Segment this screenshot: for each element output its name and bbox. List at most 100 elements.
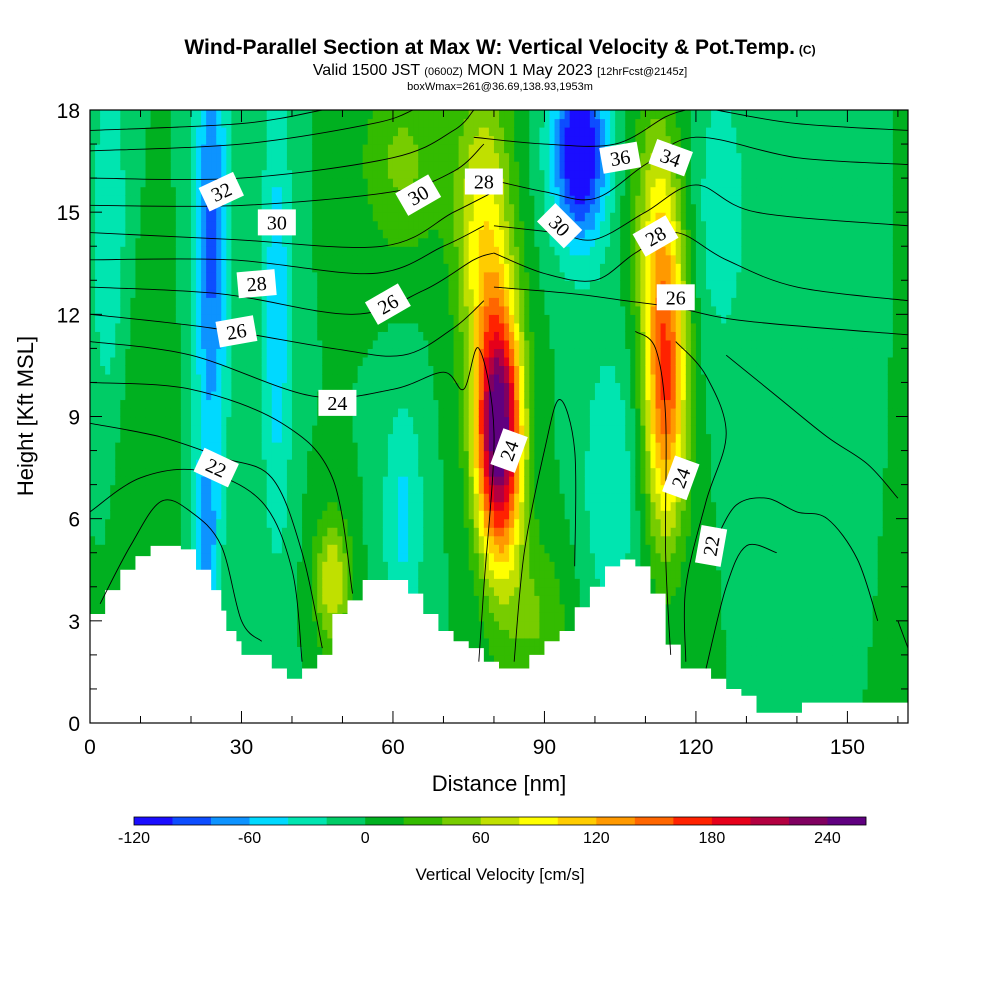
- w-cell: [130, 459, 137, 469]
- w-cell: [170, 152, 177, 162]
- w-cell: [150, 416, 157, 426]
- w-cell: [281, 118, 288, 128]
- w-cell: [281, 195, 288, 205]
- w-cell: [175, 118, 182, 128]
- w-cell: [150, 288, 157, 298]
- w-cell: [438, 552, 445, 562]
- w-cell: [347, 254, 354, 264]
- w-cell: [160, 152, 167, 162]
- w-cell: [211, 169, 217, 179]
- w-cell: [95, 144, 101, 154]
- w-cell: [387, 339, 394, 349]
- w-cell: [130, 118, 137, 128]
- w-cell: [175, 297, 182, 307]
- w-cell: [337, 535, 344, 545]
- w-cell: [236, 578, 243, 588]
- w-cell: [438, 561, 445, 571]
- w-cell: [135, 305, 142, 315]
- w-cell: [251, 356, 258, 367]
- w-cell: [337, 331, 344, 341]
- w-cell: [392, 476, 399, 486]
- w-cell: [302, 561, 308, 571]
- w-cell: [367, 518, 374, 528]
- w-cell: [231, 450, 238, 460]
- w-cell: [226, 510, 232, 520]
- w-cell: [196, 535, 202, 545]
- w-cell: [276, 578, 283, 588]
- w-cell: [125, 339, 131, 349]
- w-cell: [180, 186, 187, 196]
- w-cell: [387, 484, 394, 494]
- w-cell: [367, 399, 374, 409]
- w-cell: [236, 459, 243, 469]
- w-cell: [145, 484, 152, 494]
- w-cell: [251, 390, 258, 401]
- w-cell: [281, 569, 288, 579]
- w-cell: [297, 450, 303, 460]
- w-cell: [211, 212, 217, 222]
- w-cell: [271, 510, 278, 520]
- w-cell: [256, 297, 263, 307]
- w-cell: [201, 220, 207, 230]
- w-cell: [342, 305, 349, 315]
- w-cell: [145, 407, 152, 418]
- w-cell: [276, 195, 283, 205]
- w-cell: [327, 220, 333, 230]
- w-cell: [433, 450, 440, 460]
- w-cell: [332, 501, 339, 511]
- w-cell: [100, 433, 106, 443]
- w-cell: [337, 518, 344, 528]
- w-cell: [100, 365, 106, 375]
- w-cell: [246, 356, 253, 367]
- w-cell: [322, 220, 328, 230]
- w-cell: [317, 212, 323, 222]
- w-cell: [125, 510, 131, 520]
- w-cell: [125, 186, 131, 196]
- w-cell: [125, 425, 131, 435]
- w-cell: [201, 212, 207, 222]
- w-cell: [135, 331, 142, 341]
- w-cell: [377, 118, 384, 128]
- w-cell: [286, 195, 293, 205]
- w-cell: [382, 118, 389, 128]
- w-cell: [90, 135, 96, 145]
- w-cell: [190, 390, 197, 401]
- w-cell: [307, 152, 313, 162]
- w-cell: [281, 305, 288, 315]
- w-cell: [190, 237, 197, 247]
- w-cell: [297, 152, 303, 162]
- w-cell: [170, 459, 177, 469]
- w-cell: [241, 484, 248, 494]
- w-cell: [180, 390, 187, 401]
- w-cell: [377, 348, 384, 358]
- w-cell: [180, 433, 187, 443]
- w-cell: [135, 510, 142, 520]
- w-cell: [251, 246, 258, 256]
- w-cell: [236, 450, 243, 460]
- w-cell: [100, 467, 106, 477]
- w-cell: [377, 220, 384, 230]
- w-cell: [312, 637, 318, 647]
- w-cell: [105, 407, 111, 418]
- w-cell: [372, 169, 379, 179]
- w-cell: [342, 220, 349, 230]
- w-cell: [130, 237, 137, 247]
- w-cell: [317, 365, 323, 375]
- w-cell: [377, 527, 384, 537]
- w-cell: [196, 510, 202, 520]
- w-cell: [165, 442, 172, 452]
- w-cell: [150, 510, 157, 520]
- w-cell: [251, 127, 258, 137]
- w-cell: [175, 195, 182, 205]
- w-cell: [367, 271, 374, 281]
- w-cell: [342, 450, 349, 460]
- w-cell: [180, 110, 187, 120]
- w-cell: [367, 382, 374, 392]
- w-cell: [100, 203, 106, 213]
- w-cell: [201, 407, 207, 418]
- w-cell: [140, 246, 147, 256]
- w-cell: [160, 322, 167, 332]
- w-cell: [95, 433, 101, 443]
- w-cell: [165, 425, 172, 435]
- w-cell: [90, 442, 96, 452]
